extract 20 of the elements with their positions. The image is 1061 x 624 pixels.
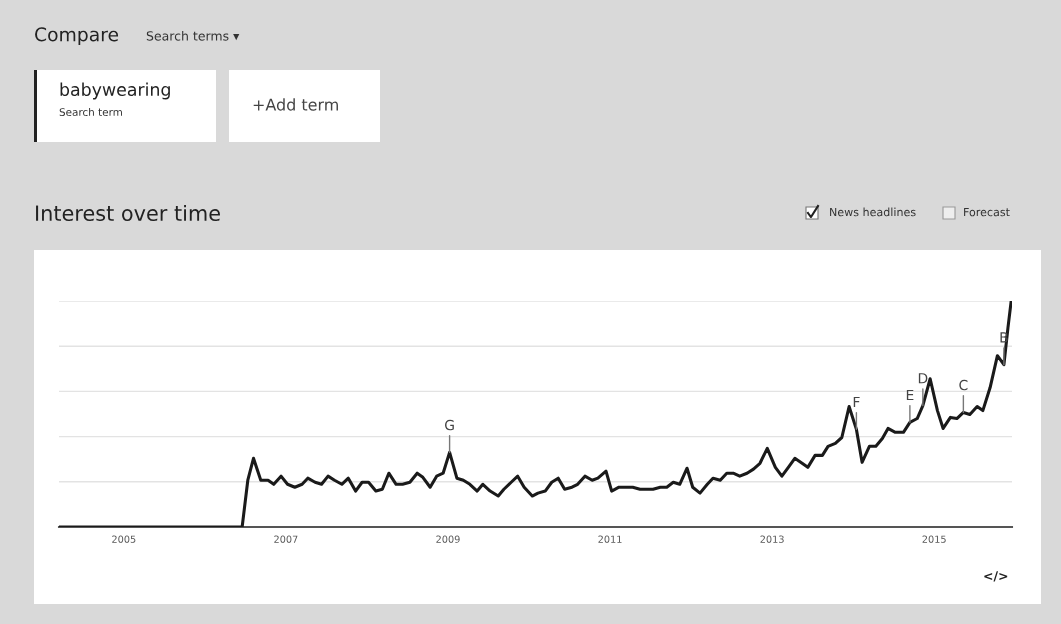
- text: +Add term: [253, 98, 338, 111]
- x-tick-label: 2009: [436, 535, 460, 543]
- text: babywearing: [60, 82, 170, 100]
- annotation: E: [906, 389, 914, 401]
- annotation: C: [959, 379, 968, 391]
- text: </>: [984, 571, 1008, 582]
- text: News headlines: [830, 207, 916, 217]
- text: Forecast: [964, 207, 1010, 217]
- annotation: G: [445, 419, 454, 431]
- x-tick-label: 2015: [922, 535, 946, 543]
- annotation: D: [918, 373, 928, 384]
- x-tick-label: 2005: [112, 535, 136, 543]
- annotation: F: [853, 396, 860, 408]
- text: Search term: [59, 107, 122, 117]
- x-tick-label: 2007: [274, 535, 298, 543]
- text: Search terms ▾: [146, 30, 240, 41]
- text: Compare: [35, 27, 119, 46]
- x-tick-label: 2011: [598, 535, 622, 543]
- x-tick-label: 2013: [760, 535, 784, 543]
- chart-title: Interest over time: [36, 204, 220, 222]
